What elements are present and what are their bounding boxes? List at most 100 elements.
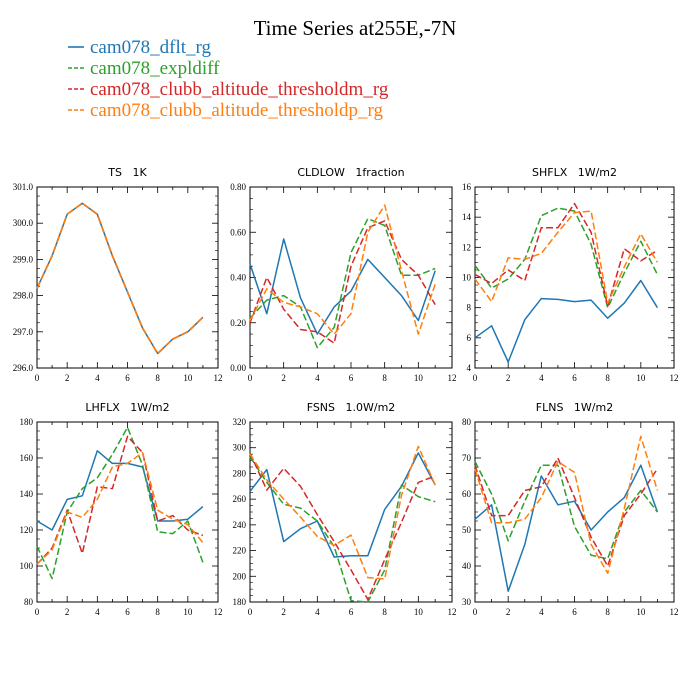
series-line-1 (249, 452, 436, 558)
series-line-4 (474, 435, 659, 574)
x-tick-label: 6 (349, 607, 354, 617)
plot-frame (249, 421, 453, 603)
y-tick-label: 8 (467, 303, 472, 313)
series-line-4 (249, 204, 436, 335)
y-tick-label: 4 (467, 363, 472, 373)
plot-frame (36, 421, 219, 603)
x-tick-label: 6 (125, 373, 130, 383)
y-tick-label: 70 (462, 453, 472, 463)
series-line-3 (249, 452, 436, 601)
y-tick-label: 0.40 (230, 273, 246, 283)
plot-frame (249, 186, 453, 369)
y-tick-label: 200 (233, 571, 247, 581)
x-tick-label: 10 (183, 373, 193, 383)
y-tick-label: 40 (462, 561, 472, 571)
x-tick-label: 0 (35, 607, 40, 617)
x-tick-label: 4 (95, 373, 100, 383)
series-line-2 (36, 426, 204, 580)
x-tick-label: 4 (315, 373, 320, 383)
series-line-2 (36, 202, 204, 355)
x-tick-label: 10 (183, 607, 193, 617)
series-line-3 (36, 435, 204, 565)
x-tick-label: 2 (281, 607, 286, 617)
x-tick-label: 4 (95, 607, 100, 617)
y-tick-label: 60 (462, 489, 472, 499)
y-tick-label: 280 (233, 468, 247, 478)
x-tick-label: 8 (155, 607, 160, 617)
y-tick-label: 14 (462, 212, 472, 222)
x-tick-label: 6 (572, 373, 577, 383)
x-tick-label: 4 (539, 607, 544, 617)
y-tick-label: 297.0 (13, 327, 34, 337)
y-tick-label: 6 (467, 333, 472, 343)
panel-title: SHFLX 1W/m2 (532, 166, 617, 179)
y-tick-label: 240 (233, 520, 247, 530)
x-tick-label: 8 (605, 607, 610, 617)
series-line-1 (36, 202, 204, 355)
panel-title: FLNS 1W/m2 (536, 401, 613, 414)
x-tick-label: 0 (473, 607, 478, 617)
series-line-3 (474, 457, 659, 567)
y-tick-label: 260 (233, 494, 247, 504)
y-tick-label: 80 (24, 597, 34, 607)
x-tick-label: 8 (155, 373, 160, 383)
panel-flns: FLNS 1W/m2 0 2 4 6 8 10 12 30 40 50 60 70 80 (462, 401, 679, 617)
x-tick-label: 0 (35, 373, 40, 383)
series-line-4 (474, 210, 659, 304)
x-tick-label: 8 (605, 373, 610, 383)
panel-title: LHFLX 1W/m2 (85, 401, 169, 414)
series-line-2 (249, 217, 436, 349)
x-tick-label: 12 (670, 373, 679, 383)
series-line-1 (36, 450, 204, 531)
x-tick-label: 10 (636, 373, 646, 383)
y-tick-label: 50 (462, 525, 472, 535)
series-line-2 (474, 207, 659, 309)
x-tick-label: 4 (315, 607, 320, 617)
y-tick-label: 140 (20, 489, 34, 499)
x-tick-label: 10 (414, 373, 424, 383)
series-line-4 (36, 451, 204, 565)
y-tick-label: 12 (462, 242, 471, 252)
y-tick-label: 0.20 (230, 318, 246, 328)
panel-ts: TS 1K 0 2 4 6 8 10 12 296.0 297.0 298.0 299.0 300.0 3… (13, 166, 223, 383)
panel-lhflx: LHFLX 1W/m2 0 2 4 6 8 10 12 80 100 120 140 160 180 (20, 401, 223, 617)
x-tick-label: 4 (539, 373, 544, 383)
y-tick-label: 160 (20, 453, 34, 463)
plot-frame (36, 186, 219, 369)
y-tick-label: 80 (462, 417, 472, 427)
legend-label: cam078_dflt_rg (90, 37, 212, 58)
y-tick-label: 120 (20, 525, 34, 535)
x-tick-label: 10 (636, 607, 646, 617)
x-tick-label: 6 (349, 373, 354, 383)
y-tick-label: 0.80 (230, 182, 246, 192)
y-tick-label: 180 (20, 417, 34, 427)
x-tick-label: 12 (214, 373, 223, 383)
y-tick-label: 296.0 (13, 363, 34, 373)
x-tick-label: 12 (448, 373, 457, 383)
y-tick-label: 10 (462, 273, 472, 283)
y-tick-label: 320 (233, 417, 247, 427)
panel-title: TS 1K (107, 166, 147, 179)
y-tick-label: 298.0 (13, 291, 34, 301)
x-tick-label: 8 (382, 607, 387, 617)
legend-label: cam078_clubb_altitude_thresholdp_rg (90, 100, 384, 121)
x-tick-label: 6 (125, 607, 130, 617)
y-tick-label: 220 (233, 546, 247, 556)
x-tick-label: 0 (248, 373, 253, 383)
panel-fsns: FSNS 1.0W/m2 0 2 4 6 8 10 12 180 200 220 240 260 280 3… (233, 401, 457, 617)
x-tick-label: 8 (382, 373, 387, 383)
y-tick-label: 180 (233, 597, 247, 607)
x-tick-label: 2 (506, 373, 511, 383)
x-tick-label: 2 (506, 607, 511, 617)
legend-label: cam078_clubb_altitude_thresholdm_rg (90, 79, 389, 100)
x-tick-label: 6 (572, 607, 577, 617)
x-tick-label: 2 (65, 373, 70, 383)
x-tick-label: 0 (473, 373, 478, 383)
x-tick-label: 2 (65, 607, 70, 617)
panel-title: CLDLOW 1fraction (297, 166, 404, 179)
x-tick-label: 12 (670, 607, 679, 617)
legend-label: cam078_expldiff (90, 58, 220, 79)
x-tick-label: 10 (414, 607, 424, 617)
series-line-1 (474, 464, 659, 592)
